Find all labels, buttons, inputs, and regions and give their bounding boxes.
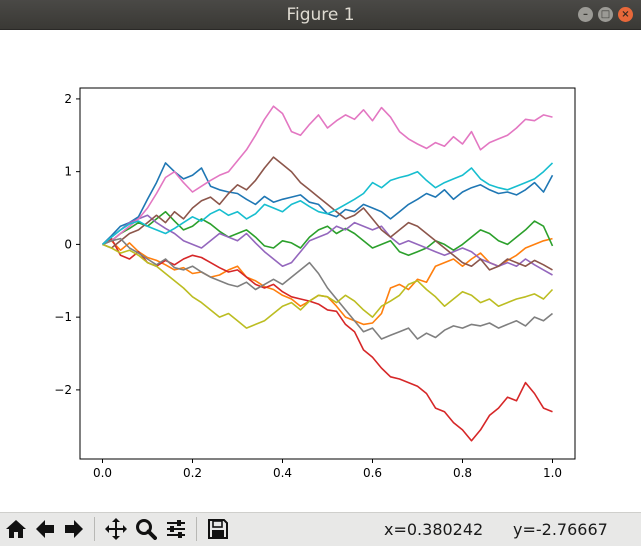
series-line-7: [102, 105, 553, 246]
y-tick-label: 0: [64, 237, 72, 251]
y-tick-label: −2: [54, 383, 72, 397]
navigation-toolbar: x=0.380242 y=-2.76667: [0, 512, 641, 546]
cursor-y-readout: y=-2.76667: [513, 520, 608, 539]
series-line-3: [102, 210, 554, 257]
toolbar-separator: [196, 517, 197, 541]
x-tick-label: 0.4: [273, 466, 292, 480]
subplots-button[interactable]: [163, 516, 189, 542]
cursor-x-readout: x=0.380242: [384, 520, 484, 539]
save-floppy-icon: [208, 519, 228, 539]
series-layer: [101, 105, 554, 442]
forward-button[interactable]: [61, 516, 87, 542]
y-tick-label: 2: [64, 92, 72, 106]
series-line-6: [102, 156, 553, 271]
toolbar-separator: [94, 517, 95, 541]
x-tick-label: 1.0: [543, 466, 562, 480]
series-line-9: [102, 243, 554, 329]
series-line-10: [101, 162, 554, 246]
series-line-8: [102, 237, 554, 340]
minimize-button[interactable]: –: [578, 7, 593, 22]
x-tick-label: 0.2: [183, 466, 202, 480]
line-chart: 0.0 0.2 0.4 0.6 0.8 1.0 −2 −1 0 1 2: [54, 87, 576, 480]
x-axis-ticks: 0.0 0.2 0.4 0.6 0.8 1.0: [93, 459, 562, 480]
y-axis-ticks: −2 −1 0 1 2: [54, 92, 80, 397]
pan-button[interactable]: [103, 516, 129, 542]
window-title: Figure 1: [286, 5, 355, 25]
x-tick-label: 0.6: [363, 466, 382, 480]
y-tick-label: 1: [64, 165, 72, 179]
y-tick-label: −1: [54, 310, 72, 324]
back-arrow-icon: [36, 520, 54, 538]
pan-move-icon: [105, 518, 127, 540]
plot-area: [79, 87, 576, 460]
subplots-sliders-icon: [167, 520, 185, 538]
zoom-magnifier-icon: [136, 519, 157, 540]
series-line-4: [102, 237, 553, 442]
forward-arrow-icon: [65, 520, 83, 538]
home-button[interactable]: [3, 516, 29, 542]
home-icon: [6, 520, 26, 538]
close-button[interactable]: ×: [618, 7, 633, 22]
x-tick-label: 0.8: [453, 466, 472, 480]
figure-canvas[interactable]: 0.0 0.2 0.4 0.6 0.8 1.0 −2 −1 0 1 2: [0, 30, 641, 512]
series-line-5: [101, 214, 553, 276]
save-button[interactable]: [205, 516, 231, 542]
window-titlebar: Figure 1 – □ ×: [0, 0, 641, 30]
zoom-button[interactable]: [133, 516, 159, 542]
x-tick-label: 0.0: [93, 466, 112, 480]
back-button[interactable]: [32, 516, 58, 542]
maximize-button[interactable]: □: [598, 7, 613, 22]
